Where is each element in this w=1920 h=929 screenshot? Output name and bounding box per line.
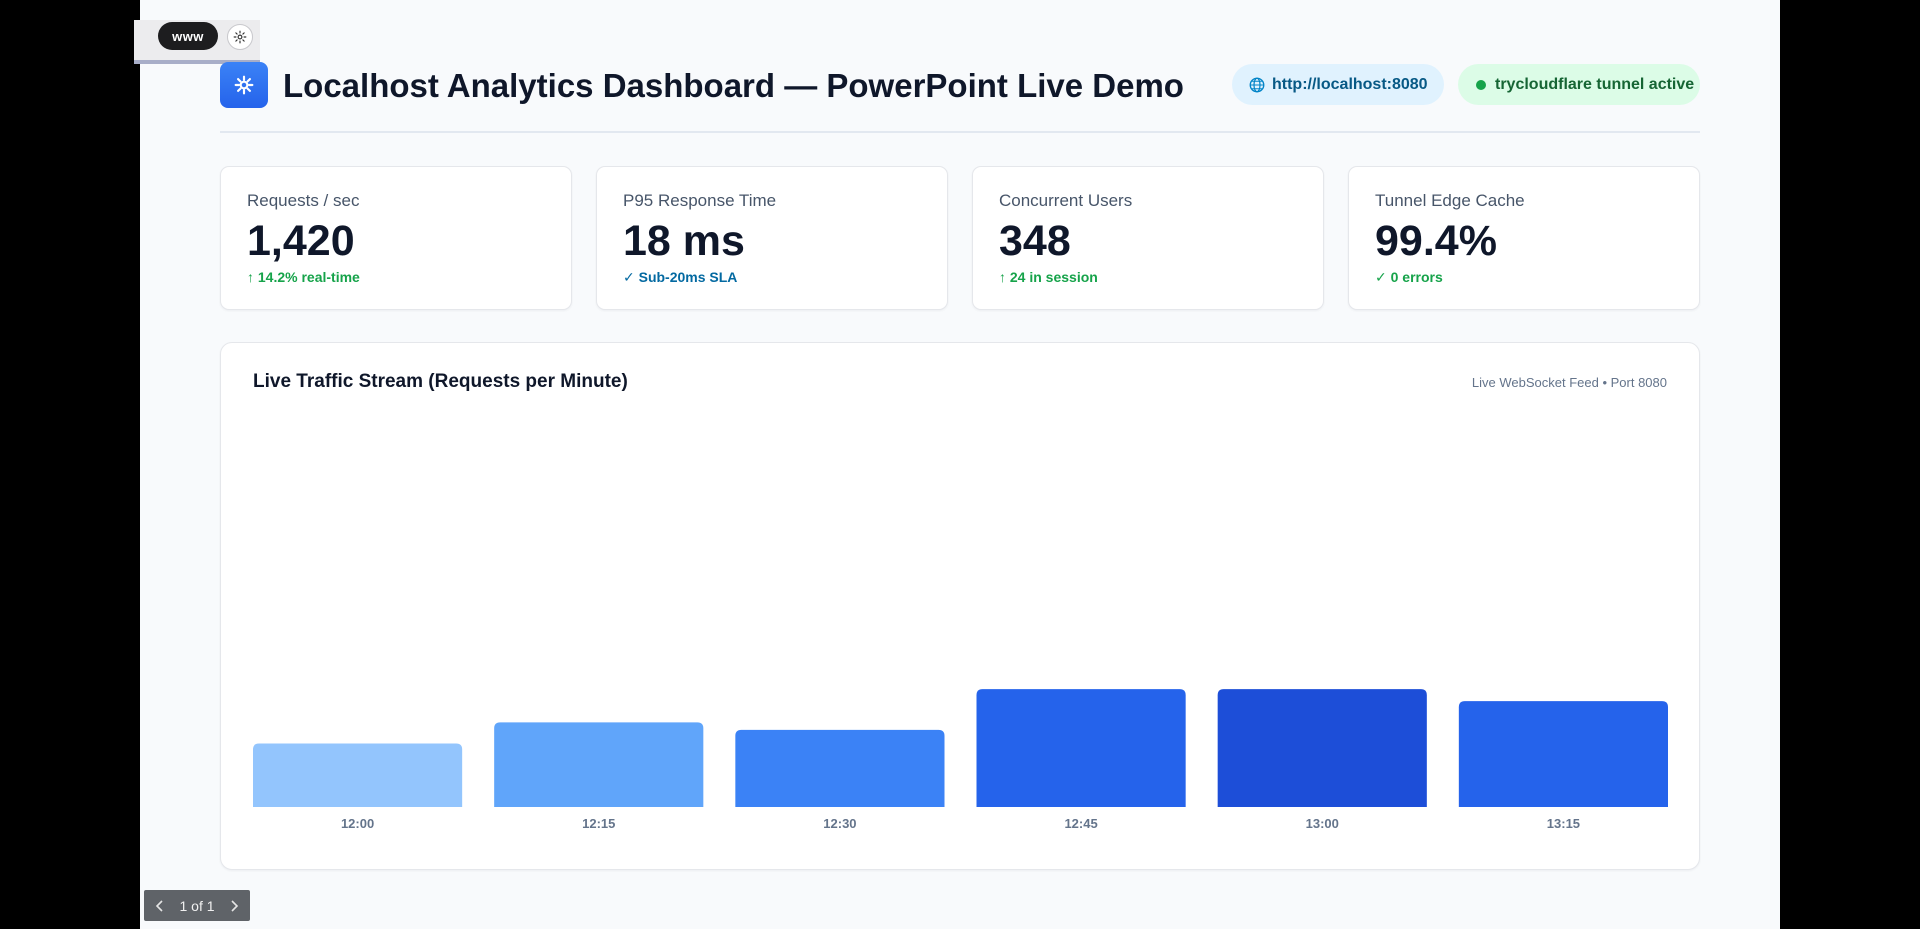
globe-icon bbox=[1249, 77, 1265, 92]
stat-value: 99.4% bbox=[1375, 217, 1497, 265]
stat-card-concurrent-users: Concurrent Users 348 ↑ 24 in session bbox=[972, 166, 1324, 310]
web-viewer-button[interactable]: www bbox=[158, 22, 218, 50]
localhost-url-text: http://localhost:8080 bbox=[1272, 75, 1428, 93]
slide-navigation: 1 of 1 bbox=[144, 890, 250, 921]
x-tick-label: 13:15 bbox=[1547, 816, 1580, 831]
slide-indicator: 1 of 1 bbox=[179, 897, 215, 914]
x-tick-label: 12:30 bbox=[823, 816, 856, 831]
stat-value: 348 bbox=[999, 217, 1071, 265]
chart-bar bbox=[735, 729, 945, 807]
stat-note: ↑ 24 in session bbox=[999, 269, 1098, 285]
next-slide-button[interactable] bbox=[226, 898, 242, 914]
chart-title: Live Traffic Stream (Requests per Minute… bbox=[253, 371, 628, 392]
x-tick-label: 12:00 bbox=[341, 816, 374, 831]
stat-value: 1,420 bbox=[247, 217, 355, 265]
stat-note: ↑ 14.2% real-time bbox=[247, 269, 360, 285]
header-divider bbox=[220, 131, 1700, 133]
stat-note: ✓ Sub-20ms SLA bbox=[623, 269, 738, 285]
page-title: Localhost Analytics Dashboard — PowerPoi… bbox=[283, 67, 1184, 104]
stat-card-edge-cache: Tunnel Edge Cache 99.4% ✓ 0 errors bbox=[1348, 166, 1700, 310]
chart-bar bbox=[1458, 701, 1668, 807]
stat-card-requests: Requests / sec 1,420 ↑ 14.2% real-time bbox=[220, 166, 572, 310]
tunnel-status-badge: trycloudflare tunnel active bbox=[1458, 64, 1700, 105]
traffic-chart-card: Live Traffic Stream (Requests per Minute… bbox=[220, 342, 1700, 870]
dashboard-logo bbox=[220, 62, 268, 108]
addin-settings-button[interactable] bbox=[227, 24, 253, 50]
stat-label: Tunnel Edge Cache bbox=[1375, 191, 1525, 210]
gear-icon bbox=[233, 30, 247, 44]
stat-value: 18 ms bbox=[623, 217, 745, 265]
chart-bar bbox=[494, 722, 704, 807]
chart-bar bbox=[253, 743, 463, 807]
chevron-left-icon bbox=[155, 899, 163, 912]
chart-subtitle: Live WebSocket Feed • Port 8080 bbox=[1471, 375, 1667, 390]
previous-slide-button[interactable] bbox=[152, 898, 168, 914]
x-tick-label: 12:45 bbox=[1064, 816, 1097, 831]
status-dot-icon bbox=[1476, 79, 1486, 90]
stat-label: Concurrent Users bbox=[999, 191, 1133, 210]
stat-note: ✓ 0 errors bbox=[1375, 269, 1443, 285]
gear-icon bbox=[234, 75, 254, 95]
stat-label: P95 Response Time bbox=[623, 191, 777, 210]
localhost-url-badge[interactable]: http://localhost:8080 bbox=[1232, 64, 1444, 105]
x-tick-label: 12:15 bbox=[582, 816, 615, 831]
stat-label: Requests / sec bbox=[247, 191, 360, 210]
x-tick-label: 13:00 bbox=[1306, 816, 1339, 831]
chart-bar bbox=[976, 689, 1186, 807]
traffic-bar-chart: 12:00 12:15 12:30 12:45 13:00 13:15 bbox=[253, 689, 1668, 831]
chevron-right-icon bbox=[231, 899, 239, 912]
tunnel-status-text: trycloudflare tunnel active bbox=[1495, 75, 1695, 93]
chart-bar bbox=[1217, 689, 1427, 807]
stat-card-p95-response: P95 Response Time 18 ms ✓ Sub-20ms SLA bbox=[596, 166, 948, 310]
